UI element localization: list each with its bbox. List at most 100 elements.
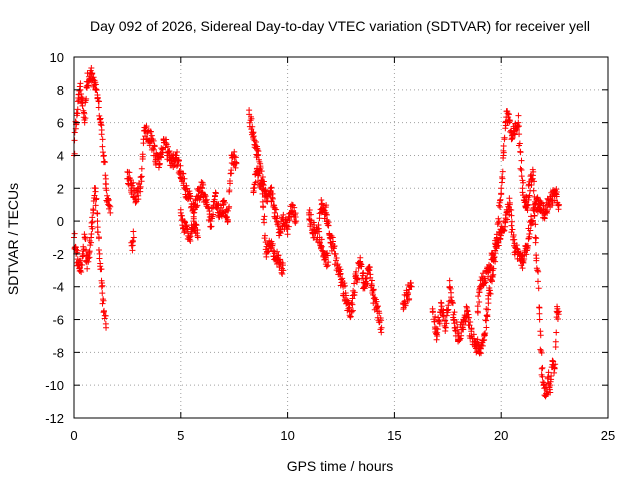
data-point — [443, 320, 450, 327]
data-point — [273, 206, 280, 213]
data-point — [200, 181, 207, 188]
data-point — [486, 287, 493, 294]
data-point — [94, 210, 101, 217]
data-point — [86, 248, 93, 255]
data-point — [474, 308, 481, 315]
data-point — [327, 234, 334, 241]
data-point — [82, 235, 89, 242]
data-point — [468, 326, 475, 333]
data-point — [524, 202, 531, 209]
data-point — [404, 291, 411, 298]
data-point — [88, 219, 95, 226]
data-point — [517, 149, 524, 156]
data-point — [532, 234, 539, 241]
y-tick-label: 6 — [57, 116, 64, 131]
y-tick-label: -10 — [45, 378, 64, 393]
data-point — [227, 180, 234, 187]
data-point — [552, 344, 559, 351]
data-point — [537, 346, 544, 353]
data-point — [434, 326, 441, 333]
data-point — [88, 65, 95, 72]
data-point — [182, 226, 189, 233]
data-point — [537, 332, 544, 339]
data-point — [539, 373, 546, 380]
data-point — [147, 136, 154, 143]
data-point — [523, 242, 530, 249]
data-point — [88, 234, 95, 241]
data-point — [446, 283, 453, 290]
x-tick-label: 0 — [70, 428, 77, 443]
data-point — [276, 226, 283, 233]
data-point — [323, 263, 330, 270]
data-point — [454, 324, 461, 331]
data-point — [268, 184, 275, 191]
data-point — [81, 234, 88, 241]
data-point — [173, 152, 180, 159]
data-point — [517, 165, 524, 172]
data-point — [506, 201, 513, 208]
data-point — [75, 259, 82, 266]
data-point — [506, 195, 513, 202]
data-point — [261, 213, 268, 220]
data-point — [228, 170, 235, 177]
data-point — [523, 251, 530, 258]
data-point — [518, 166, 525, 173]
data-point — [254, 168, 261, 175]
data-point — [335, 267, 342, 274]
data-point — [495, 202, 502, 209]
data-point — [82, 97, 89, 104]
data-point — [271, 209, 278, 216]
data-point — [509, 226, 516, 233]
data-point — [194, 226, 201, 233]
data-point — [208, 205, 215, 212]
data-point — [130, 228, 137, 235]
data-point — [74, 247, 81, 254]
data-point — [515, 112, 522, 119]
data-point — [408, 283, 415, 290]
data-point — [164, 152, 171, 159]
data-point — [83, 259, 90, 266]
data-point — [288, 201, 295, 208]
data-point — [435, 314, 442, 321]
data-point — [462, 318, 469, 325]
data-point — [79, 261, 86, 268]
data-point — [201, 191, 208, 198]
x-tick-label: 20 — [494, 428, 508, 443]
data-point — [248, 115, 255, 122]
data-point — [493, 242, 500, 249]
data-point — [361, 283, 368, 290]
data-point — [261, 219, 268, 226]
data-point — [450, 317, 457, 324]
data-point — [485, 300, 492, 307]
data-point — [444, 309, 451, 316]
data-point — [482, 330, 489, 337]
data-point — [340, 283, 347, 290]
data-point — [318, 242, 325, 249]
data-point — [464, 308, 471, 315]
data-point — [479, 342, 486, 349]
data-point — [555, 308, 562, 315]
data-point — [96, 112, 103, 119]
data-point — [491, 254, 498, 261]
data-point — [163, 140, 170, 147]
data-point — [554, 315, 561, 322]
y-tick-label: 0 — [57, 214, 64, 229]
y-tick-label: 4 — [57, 148, 64, 163]
data-point — [151, 143, 158, 150]
data-point — [347, 313, 354, 320]
data-point — [528, 177, 535, 184]
data-point — [516, 140, 523, 147]
data-point — [505, 111, 512, 118]
data-point — [502, 218, 509, 225]
data-point — [98, 283, 105, 290]
data-point — [85, 250, 92, 257]
data-point — [292, 214, 299, 221]
data-point — [88, 239, 95, 246]
data-point — [555, 201, 562, 208]
data-point — [107, 209, 114, 216]
data-point — [459, 324, 466, 331]
data-point — [481, 275, 488, 282]
data-point — [530, 168, 537, 175]
data-point — [90, 209, 97, 216]
